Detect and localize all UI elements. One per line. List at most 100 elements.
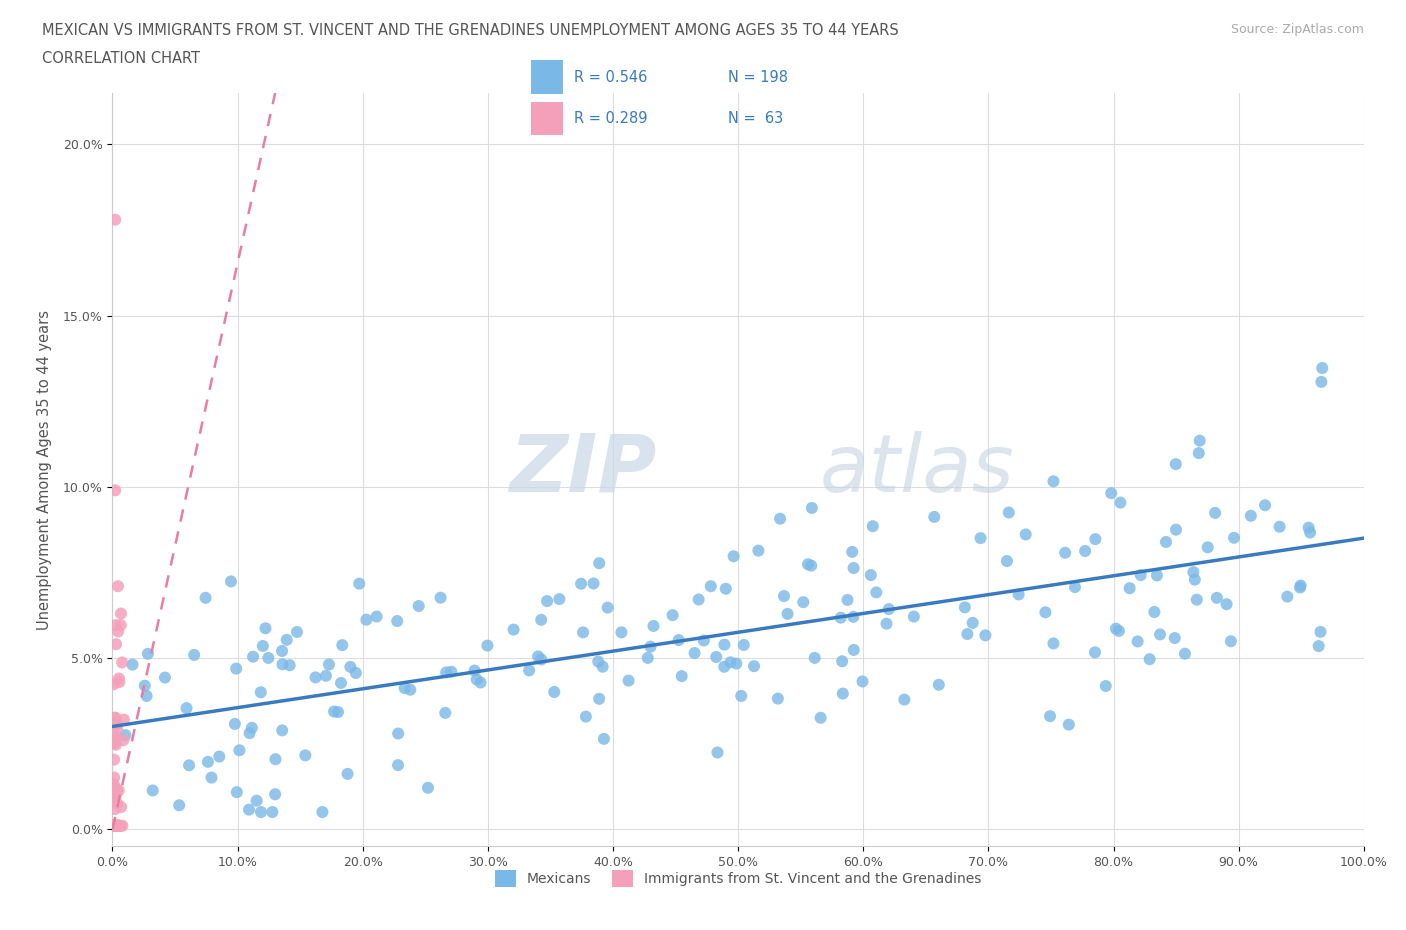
Point [517, 663, 540, 678]
Point [387, 758, 409, 773]
Point [643, 618, 665, 633]
Point [837, 592, 859, 607]
Point [1015, 527, 1038, 542]
Point [104, 786, 127, 801]
Point [278, 658, 301, 672]
Point [294, 748, 316, 763]
Point [183, 647, 205, 662]
Point [995, 553, 1018, 568]
Point [111, 655, 134, 670]
Point [693, 633, 716, 648]
Point [876, 617, 898, 631]
Point [271, 657, 294, 671]
Point [197, 754, 219, 769]
Point [142, 783, 165, 798]
Point [304, 670, 326, 684]
Point [548, 591, 571, 606]
Point [208, 749, 231, 764]
Point [859, 567, 882, 582]
Point [105, 818, 128, 833]
Point [366, 609, 388, 624]
Point [108, 818, 131, 833]
Point [105, 818, 128, 833]
Point [239, 725, 262, 740]
Point [572, 625, 595, 640]
Point [704, 649, 727, 664]
Point [110, 818, 132, 833]
Point [742, 658, 765, 673]
Point [766, 691, 789, 706]
Point [330, 675, 353, 690]
Text: atlas: atlas [820, 431, 1014, 509]
Point [104, 818, 127, 833]
Point [110, 606, 132, 621]
Point [1057, 717, 1080, 732]
Point [1108, 623, 1130, 638]
Point [688, 592, 710, 607]
Point [928, 677, 950, 692]
Point [773, 589, 796, 604]
Point [1219, 634, 1241, 649]
Point [974, 628, 997, 643]
Point [720, 655, 742, 670]
Point [194, 591, 217, 605]
Point [103, 818, 125, 833]
Point [104, 483, 127, 498]
Point [1054, 545, 1077, 560]
Point [262, 804, 284, 819]
Point [617, 673, 640, 688]
Point [103, 677, 125, 692]
Text: Source: ZipAtlas.com: Source: ZipAtlas.com [1230, 23, 1364, 36]
Point [1204, 506, 1226, 521]
Point [103, 777, 125, 792]
Point [1197, 540, 1219, 555]
Point [104, 790, 127, 804]
Point [257, 650, 280, 665]
Point [238, 803, 260, 817]
Text: N =  63: N = 63 [728, 111, 783, 126]
Point [104, 737, 127, 752]
Point [586, 654, 609, 669]
Point [588, 691, 610, 706]
Point [416, 780, 439, 795]
Point [347, 577, 370, 591]
Point [105, 818, 128, 833]
Point [103, 818, 125, 833]
Point [877, 602, 900, 617]
Point [311, 804, 333, 819]
Point [956, 627, 979, 642]
Point [1109, 495, 1132, 510]
Point [107, 578, 129, 593]
Bar [531, 101, 564, 136]
Point [530, 613, 553, 628]
Point [706, 745, 728, 760]
Point [104, 711, 127, 725]
Point [104, 818, 127, 833]
Point [1164, 457, 1187, 472]
Point [593, 731, 616, 746]
Point [997, 505, 1019, 520]
Point [103, 818, 125, 833]
Point [105, 796, 128, 811]
Point [153, 671, 176, 685]
Point [464, 663, 486, 678]
Point [1154, 535, 1177, 550]
Point [730, 688, 752, 703]
Point [893, 692, 915, 707]
Point [769, 512, 792, 526]
Point [1042, 636, 1064, 651]
Point [249, 684, 271, 699]
Point [264, 751, 287, 766]
Legend: Mexicans, Immigrants from St. Vincent and the Grenadines: Mexicans, Immigrants from St. Vincent an… [489, 864, 987, 892]
Point [803, 650, 825, 665]
Point [434, 665, 457, 680]
Point [1164, 523, 1187, 538]
Point [228, 743, 250, 758]
Point [1039, 709, 1062, 724]
Point [225, 661, 247, 676]
Point [1184, 572, 1206, 587]
Point [408, 599, 430, 614]
Point [842, 643, 865, 658]
Point [1299, 525, 1322, 540]
Point [103, 818, 125, 833]
